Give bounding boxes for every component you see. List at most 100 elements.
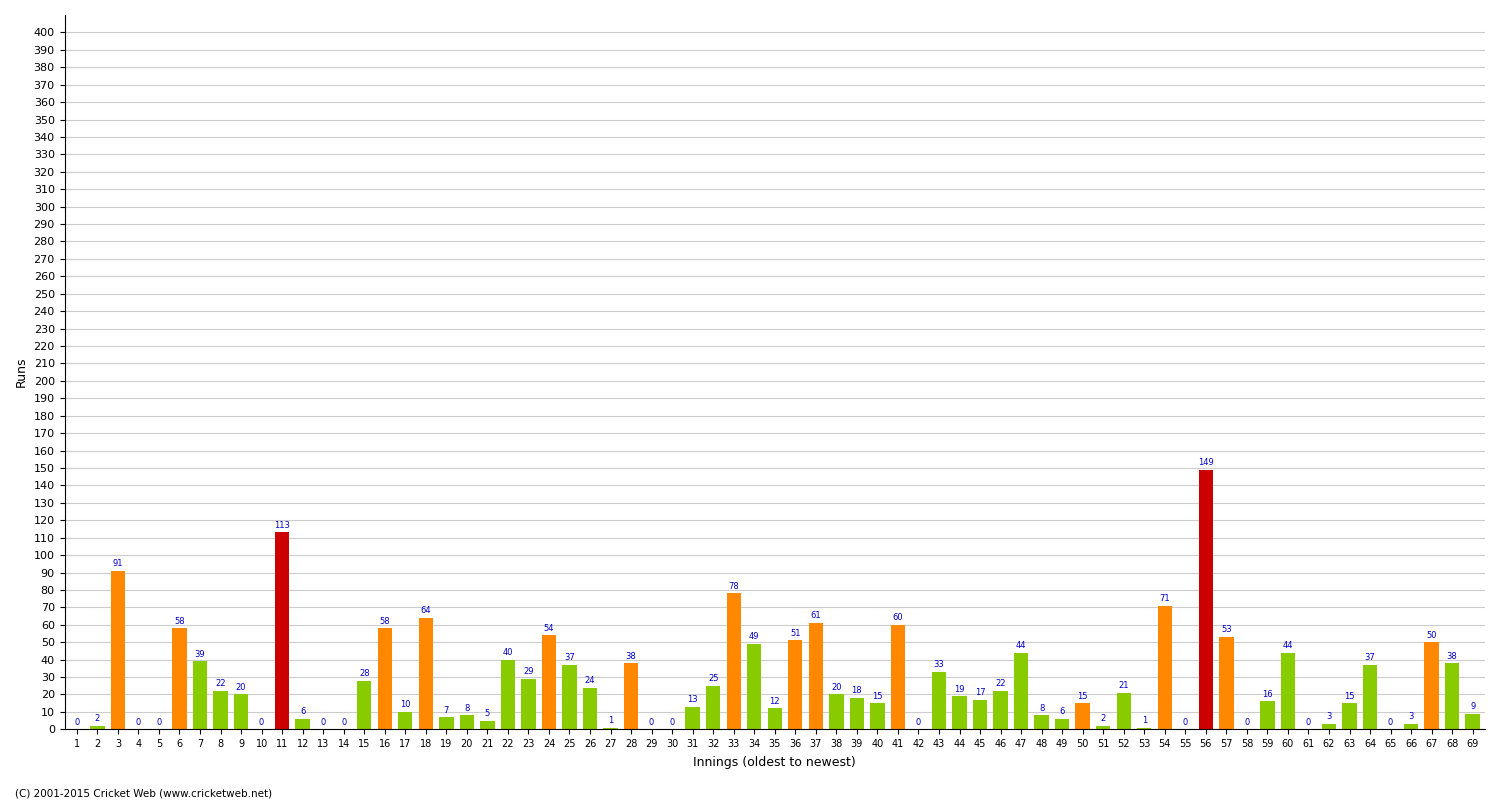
Text: 50: 50 (1426, 630, 1437, 640)
Text: 13: 13 (687, 695, 698, 704)
Bar (1342, 703, 1356, 730)
Bar (1364, 665, 1377, 730)
Bar (234, 694, 248, 730)
Text: 91: 91 (112, 559, 123, 568)
Text: 15: 15 (1344, 691, 1354, 701)
Text: 2: 2 (1101, 714, 1106, 723)
Text: 16: 16 (1262, 690, 1272, 699)
Text: 6: 6 (300, 707, 306, 716)
Bar (1137, 727, 1152, 730)
Text: 24: 24 (585, 676, 596, 685)
Text: 7: 7 (444, 706, 448, 714)
Text: 53: 53 (1221, 626, 1232, 634)
Bar (1444, 663, 1460, 730)
Text: 22: 22 (996, 679, 1006, 688)
Bar (603, 727, 618, 730)
Bar (1425, 642, 1438, 730)
Text: 0: 0 (1245, 718, 1250, 726)
Text: 15: 15 (871, 691, 882, 701)
Bar (274, 533, 290, 730)
Bar (1014, 653, 1029, 730)
Bar (542, 635, 556, 730)
Bar (398, 712, 412, 730)
Bar (501, 660, 515, 730)
Bar (1322, 724, 1336, 730)
Text: 15: 15 (1077, 691, 1088, 701)
Bar (172, 628, 186, 730)
Text: 0: 0 (1388, 718, 1394, 726)
Text: 71: 71 (1160, 594, 1170, 603)
Text: 0: 0 (916, 718, 921, 726)
Bar (830, 694, 843, 730)
Bar (952, 696, 966, 730)
Text: 6: 6 (1059, 707, 1065, 716)
Bar (1198, 470, 1214, 730)
Text: 2: 2 (94, 714, 100, 723)
Text: 0: 0 (1306, 718, 1311, 726)
Bar (1404, 724, 1419, 730)
Bar (90, 726, 105, 730)
Bar (459, 715, 474, 730)
Bar (1116, 693, 1131, 730)
Text: 10: 10 (400, 700, 411, 710)
Text: 8: 8 (464, 704, 470, 713)
Bar (932, 672, 946, 730)
Text: 19: 19 (954, 685, 964, 694)
Bar (1281, 653, 1294, 730)
Text: 0: 0 (136, 718, 141, 726)
Text: 61: 61 (810, 611, 820, 621)
Text: 60: 60 (892, 613, 903, 622)
Text: 44: 44 (1282, 641, 1293, 650)
Bar (440, 717, 453, 730)
Text: 25: 25 (708, 674, 718, 683)
Text: (C) 2001-2015 Cricket Web (www.cricketweb.net): (C) 2001-2015 Cricket Web (www.cricketwe… (15, 788, 272, 798)
Bar (213, 691, 228, 730)
Bar (849, 698, 864, 730)
Bar (870, 703, 885, 730)
Text: 40: 40 (503, 648, 513, 657)
Text: 21: 21 (1119, 681, 1130, 690)
Text: 37: 37 (564, 654, 574, 662)
Bar (194, 662, 207, 730)
Text: 38: 38 (1448, 651, 1458, 661)
Bar (808, 623, 824, 730)
Text: 0: 0 (74, 718, 80, 726)
Bar (788, 641, 802, 730)
Bar (1220, 637, 1233, 730)
Y-axis label: Runs: Runs (15, 357, 28, 387)
Text: 37: 37 (1365, 654, 1376, 662)
Bar (1260, 702, 1275, 730)
Text: 3: 3 (1408, 713, 1414, 722)
Text: 28: 28 (358, 669, 369, 678)
Text: 0: 0 (321, 718, 326, 726)
Bar (1076, 703, 1090, 730)
Bar (378, 628, 392, 730)
Bar (357, 681, 372, 730)
Text: 9: 9 (1470, 702, 1476, 711)
Text: 44: 44 (1016, 641, 1026, 650)
Bar (706, 686, 720, 730)
Text: 149: 149 (1198, 458, 1214, 467)
Text: 78: 78 (729, 582, 740, 591)
Text: 0: 0 (156, 718, 162, 726)
Text: 51: 51 (790, 629, 801, 638)
Text: 29: 29 (524, 667, 534, 676)
Text: 58: 58 (174, 617, 184, 626)
Bar (562, 665, 576, 730)
Bar (584, 687, 597, 730)
Text: 1: 1 (608, 716, 613, 725)
Text: 0: 0 (340, 718, 346, 726)
Bar (891, 625, 904, 730)
Bar (419, 618, 434, 730)
Bar (1035, 715, 1048, 730)
Text: 3: 3 (1326, 713, 1332, 722)
Bar (993, 691, 1008, 730)
Bar (522, 679, 536, 730)
Text: 5: 5 (484, 709, 490, 718)
Text: 0: 0 (1182, 718, 1188, 726)
Text: 33: 33 (933, 660, 945, 670)
Text: 20: 20 (831, 683, 842, 692)
Bar (1466, 714, 1480, 730)
Text: 39: 39 (195, 650, 206, 658)
Text: 1: 1 (1142, 716, 1148, 725)
